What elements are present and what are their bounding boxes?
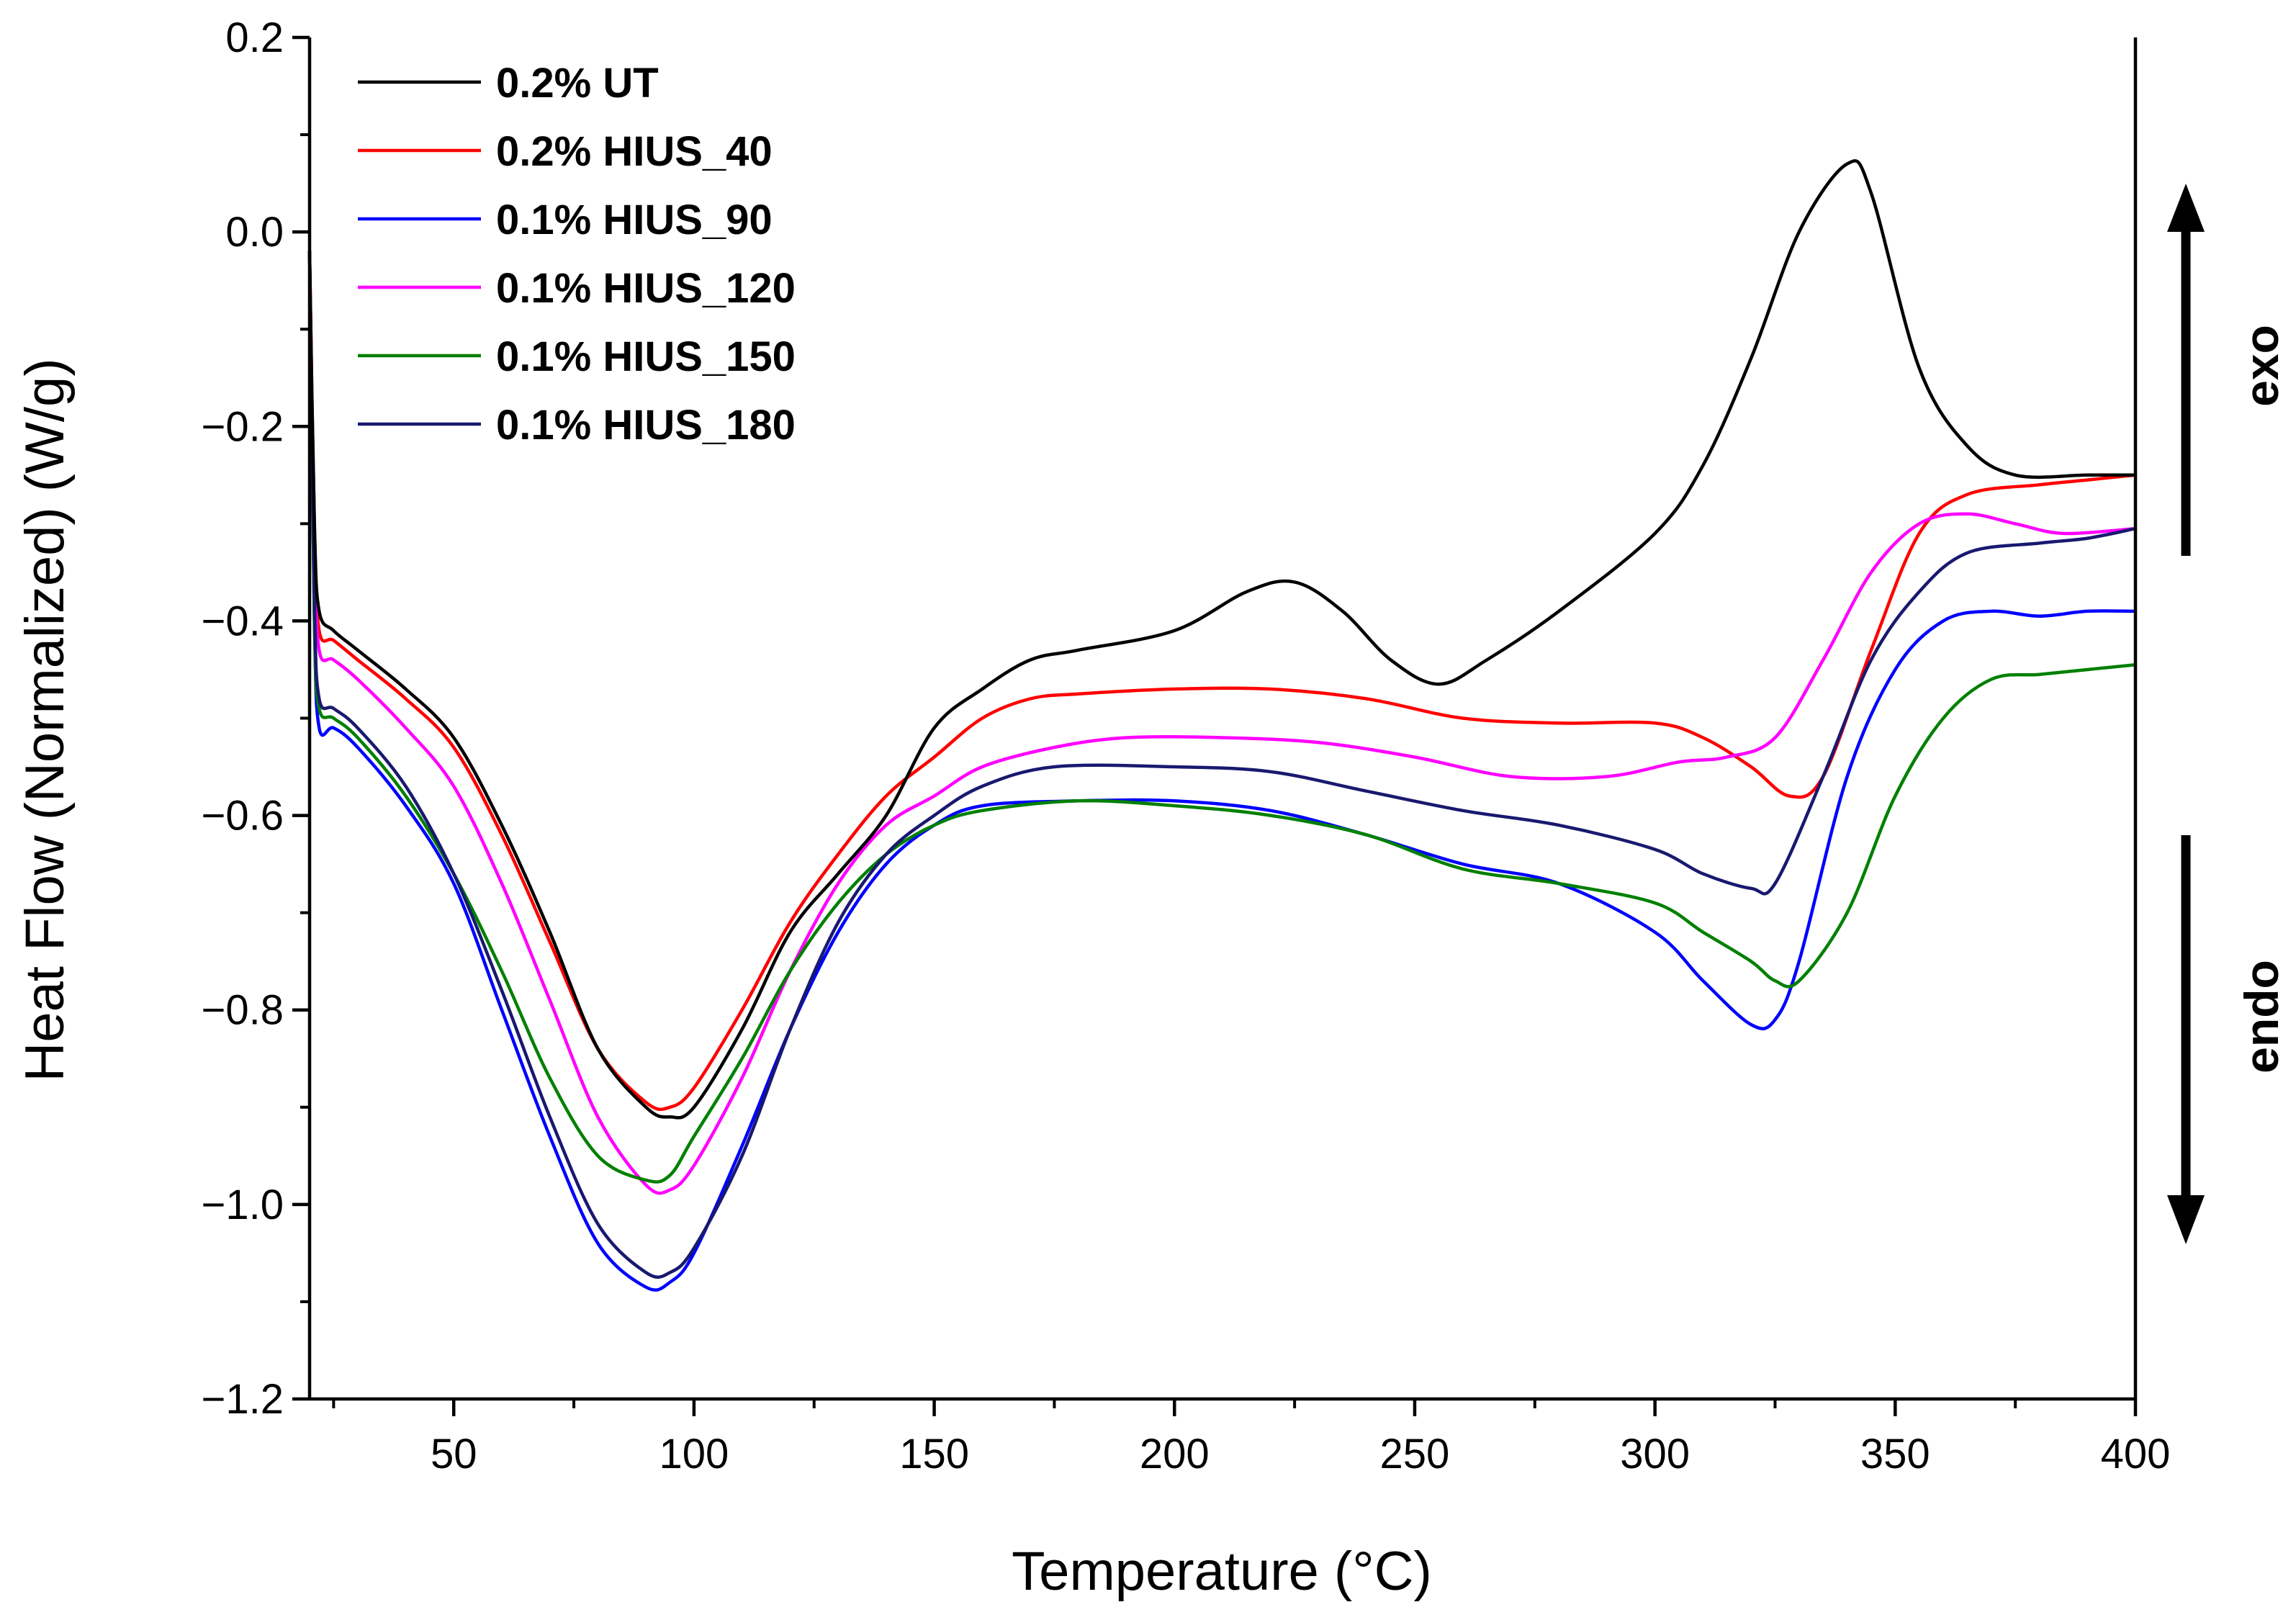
legend: 0.2% UT 0.2% HIUS_40 0.1% HIUS_90 0.1% HIUS… xyxy=(358,60,796,449)
y-tick-label: −0.8 xyxy=(202,987,284,1034)
x-tick-label-300: 300 xyxy=(1620,1431,1690,1477)
x-tick-label-400: 400 xyxy=(2101,1431,2171,1477)
legend-label-0-1-hius-90: 0.1% HIUS_90 xyxy=(496,197,773,243)
y-tick-label: 0.0 xyxy=(225,209,284,256)
legend-label-0-2-hius-40: 0.2% HIUS_40 xyxy=(496,128,773,175)
series-line-0-1-hius-150 xyxy=(307,249,2138,1184)
legend-label-0-2-ut: 0.2% UT xyxy=(496,60,659,107)
endo-label: endo xyxy=(2235,960,2288,1074)
y-tick-label: −1.0 xyxy=(202,1182,284,1228)
ticks-layer: 50 100 150 200 250 300 350 400 −1.2 −1.0 −0.8 −0.6 −… xyxy=(202,14,2171,1477)
legend-label-0-1-hius-120: 0.1% HIUS_120 xyxy=(496,265,796,312)
series-line-0-1-hius-180 xyxy=(307,249,2138,1279)
series-layer xyxy=(307,159,2138,1292)
exo-arrow-head xyxy=(2167,184,2205,232)
y-tick-label: 0.2 xyxy=(225,14,284,61)
y-tick-label: −0.2 xyxy=(202,403,284,450)
exo-label: exo xyxy=(2235,325,2288,407)
x-tick-label-50: 50 xyxy=(431,1431,477,1477)
series-line-0-1-hius-90 xyxy=(307,249,2138,1292)
y-axis-title: Heat Flow (Normalized) (W/g) xyxy=(14,358,76,1081)
x-tick-label-200: 200 xyxy=(1140,1431,1210,1477)
x-axis-title: Temperature (°C) xyxy=(1012,1541,1432,1602)
series-line-0-1-hius-120 xyxy=(307,249,2138,1195)
legend-label-0-1-hius-180: 0.1% HIUS_180 xyxy=(496,402,796,449)
y-tick-label: −0.4 xyxy=(202,598,284,644)
legend-label-0-1-hius-150: 0.1% HIUS_150 xyxy=(496,333,796,380)
y-tick-label: −1.2 xyxy=(202,1376,284,1423)
endo-arrow-head xyxy=(2167,1195,2205,1244)
series-line-0-2-ut xyxy=(307,159,2138,1120)
x-tick-label-150: 150 xyxy=(899,1431,969,1477)
annotations-layer xyxy=(2167,184,2205,1244)
y-tick-label: −0.6 xyxy=(202,793,284,840)
x-tick-label-350: 350 xyxy=(1860,1431,1930,1477)
x-tick-label-250: 250 xyxy=(1380,1431,1450,1477)
x-tick-label-100: 100 xyxy=(659,1431,729,1477)
